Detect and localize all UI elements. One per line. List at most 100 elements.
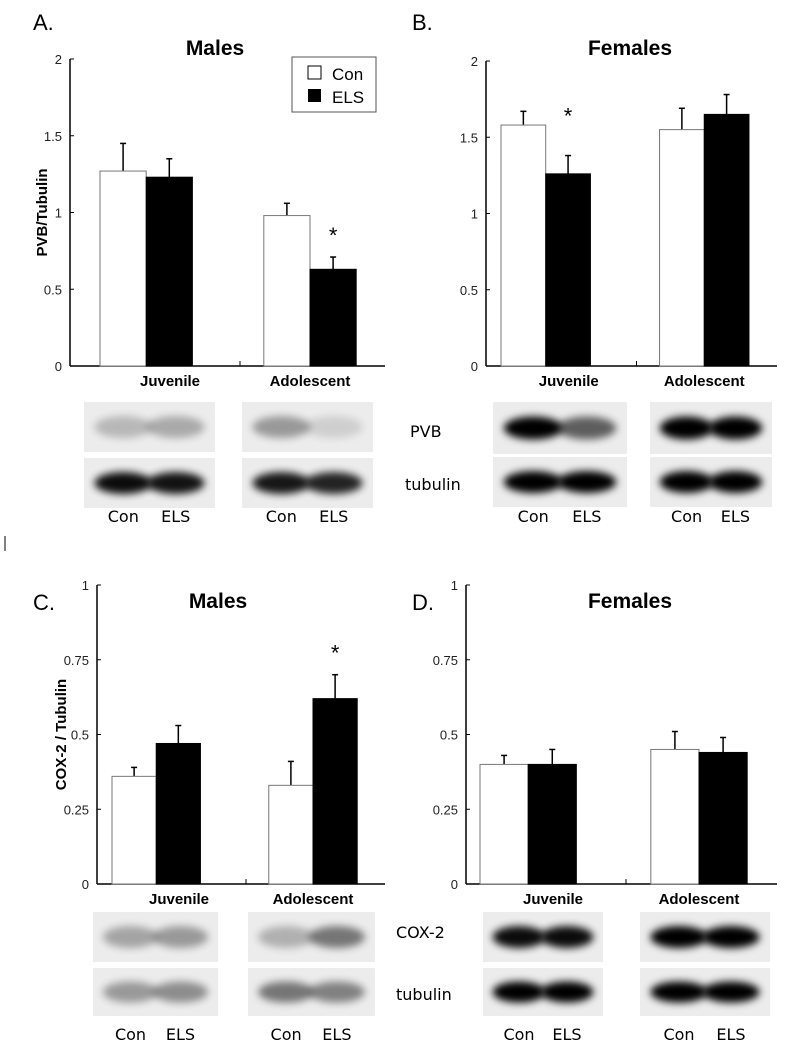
blot-label-tubulin-top: tubulin	[405, 475, 461, 494]
bar-con-adolescent	[650, 748, 700, 885]
legend: Con ELS	[291, 56, 377, 113]
y-tick-label: 1	[451, 578, 458, 593]
lane-label-con: Con	[671, 507, 702, 526]
bar-con-adolescent	[268, 784, 314, 885]
bar-els-juvenile	[145, 176, 193, 367]
western-blot: Con ELS	[84, 402, 215, 526]
bar-els-adolescent	[703, 113, 750, 367]
chart-panel-c: C. Males COX-2 / Tubulin 0 0.25 0.5 0.75 1 Juven…	[33, 578, 385, 908]
blot-band	[503, 416, 563, 440]
lane-label-con: Con	[115, 1025, 146, 1044]
bar-con-juvenile	[111, 775, 157, 885]
y-tick-label: 0.25	[64, 802, 89, 817]
significance-marker: *	[564, 103, 573, 128]
blot-label-cox2: COX-2	[396, 923, 445, 942]
blot-band	[153, 981, 208, 1003]
blot-band	[503, 471, 563, 493]
bar-els-adolescent	[312, 698, 358, 885]
significance-marker: *	[329, 223, 338, 248]
blot-band	[146, 472, 205, 494]
western-blot: Con ELS	[650, 402, 772, 526]
blot-band	[540, 981, 594, 1003]
panel-label: D.	[412, 590, 434, 615]
bar-con-juvenile	[479, 763, 529, 885]
blot-band	[650, 926, 708, 948]
y-axis-label: COX-2 / Tubulin	[53, 679, 70, 790]
blot-band	[258, 981, 315, 1003]
lane-label-els: ELS	[166, 1025, 195, 1044]
blot-band	[557, 471, 617, 493]
y-axis-label: PVB/Tubulin	[34, 168, 51, 256]
bar-con-adolescent	[659, 129, 705, 367]
lane-label-els: ELS	[161, 507, 190, 526]
blot-band	[659, 416, 714, 440]
lane-label-els: ELS	[572, 507, 601, 526]
blot-label-tubulin-bottom: tubulin	[396, 985, 452, 1004]
y-tick-label: 0	[471, 359, 478, 374]
y-tick-label: 0	[82, 877, 89, 892]
blot-band	[708, 416, 763, 440]
y-tick-label: 0.75	[433, 653, 458, 668]
bar-els-adolescent	[309, 268, 357, 367]
blot-band	[304, 472, 363, 494]
blot-band	[252, 416, 311, 438]
bar-els-adolescent	[698, 751, 748, 885]
x-tick-label: Adolescent	[659, 891, 740, 908]
blot-band	[308, 926, 365, 948]
y-tick-label: 1	[82, 578, 89, 593]
western-blot: Con ELS	[93, 912, 218, 1044]
blot-band	[702, 981, 760, 1003]
lane-label-con: Con	[266, 507, 297, 526]
lane-label-con: Con	[503, 1025, 534, 1044]
x-tick-label: Juvenile	[523, 891, 583, 908]
lane-label-els: ELS	[721, 507, 750, 526]
panel-label: A.	[33, 10, 54, 35]
chart-panel-d: D. Females 0 0.25 0.5 0.75 1 Juvenile Adolescent	[412, 578, 777, 908]
y-tick-label: 0.5	[440, 728, 458, 743]
blot-band	[252, 472, 311, 494]
chart-title: Females	[588, 590, 672, 613]
legend-swatch-els	[308, 89, 321, 102]
y-tick-label: 0.5	[460, 283, 478, 298]
x-tick-label: Adolescent	[273, 891, 354, 908]
panel-label: B.	[412, 10, 433, 35]
y-tick-label: 2	[471, 54, 478, 69]
blot-band	[146, 416, 205, 438]
lane-label-con: Con	[271, 1025, 302, 1044]
blot-band	[650, 981, 708, 1003]
chart-title: Females	[588, 37, 672, 60]
blot-band	[103, 981, 158, 1003]
lane-label-els: ELS	[552, 1025, 581, 1044]
x-tick-label: Adolescent	[664, 373, 745, 390]
panel-label: C.	[33, 590, 55, 615]
blot-band	[708, 471, 763, 493]
blot-band	[702, 926, 760, 948]
y-tick-label: 0.5	[71, 728, 89, 743]
legend-swatch-con	[307, 65, 322, 80]
lane-label-con: Con	[518, 507, 549, 526]
chart-title: Males	[189, 590, 247, 613]
blot-band	[492, 926, 546, 948]
blot-band	[94, 416, 153, 438]
x-tick-label: Juvenile	[149, 891, 209, 908]
bar-els-juvenile	[527, 763, 577, 885]
blot-band	[304, 416, 363, 438]
x-tick-label: Juvenile	[140, 373, 200, 390]
y-tick-label: 0.25	[433, 802, 458, 817]
bar-els-juvenile	[155, 742, 201, 885]
y-tick-label: 1	[55, 206, 62, 221]
bar-con-juvenile	[99, 170, 147, 367]
y-tick-label: 0.75	[64, 653, 89, 668]
bar-con-adolescent	[263, 215, 311, 367]
lane-label-els: ELS	[322, 1025, 351, 1044]
lane-label-con: Con	[663, 1025, 694, 1044]
blot-band	[308, 981, 365, 1003]
y-tick-label: 2	[55, 52, 62, 67]
bar-con-juvenile	[500, 124, 547, 367]
blot-band	[258, 926, 315, 948]
y-tick-label: 1.5	[44, 129, 62, 144]
chart-panel-a: A. Males PVB/Tubulin 0 0.5 1 1.5 2 Juvenile Adole…	[33, 10, 385, 390]
western-blot: Con ELS	[483, 912, 603, 1044]
blot-band	[153, 926, 208, 948]
western-blot: Con ELS	[248, 912, 375, 1044]
